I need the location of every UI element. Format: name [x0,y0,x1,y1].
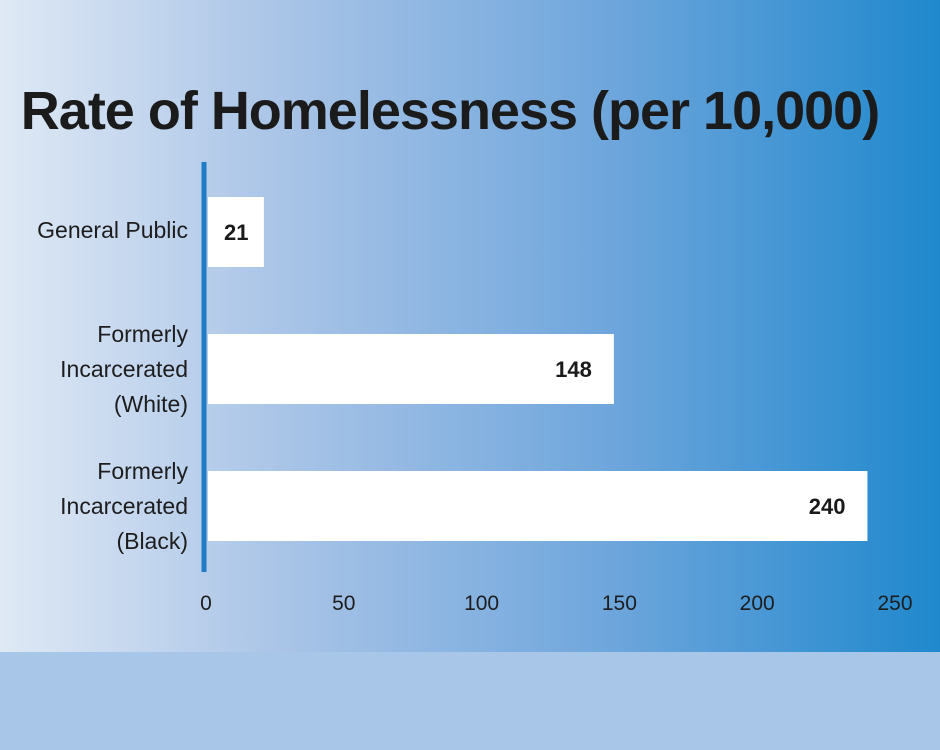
category-label: General Public [37,217,188,243]
bar-value-label: 21 [224,220,248,245]
category-label: (White) [114,391,188,417]
category-label: Formerly [97,458,188,484]
category-label: Incarcerated [60,356,188,382]
x-tick-label: 100 [464,592,499,615]
bar-1 [208,334,614,404]
bar-0 [208,197,264,267]
category-label: (Black) [116,528,188,554]
x-tick-label: 150 [602,592,637,615]
x-tick-label: 250 [877,592,912,615]
x-tick-label: 50 [332,592,355,615]
bar-value-label: 240 [809,494,846,519]
chart-background [0,0,940,652]
bar-2 [208,471,868,541]
category-label: Formerly [97,321,188,347]
footer-band [0,652,940,750]
category-label: Incarcerated [60,493,188,519]
x-tick-label: 200 [740,592,775,615]
bar-chart: 21 General Public 148 Formerly Incarcerated (… [37,162,913,615]
chart-title: Rate of Homelessness (per 10,000) [20,81,880,141]
x-tick-label: 0 [200,592,212,615]
bar-value-label: 148 [555,357,592,382]
